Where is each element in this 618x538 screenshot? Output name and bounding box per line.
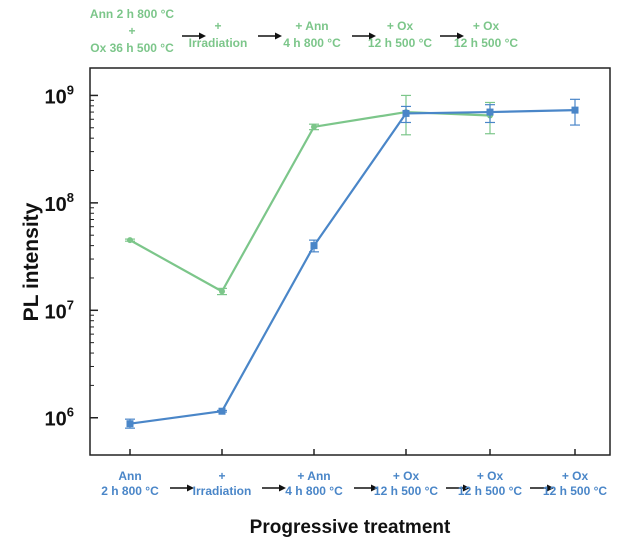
data-point [486, 108, 494, 116]
top-category-label: + [128, 24, 135, 38]
sequence-arrow-head [457, 32, 464, 40]
bottom-category-label: Ann [118, 469, 141, 483]
bottom-category-label: + [218, 469, 225, 483]
sequence-arrow-head [279, 484, 286, 492]
bottom-category-label: 12 h 500 °C [458, 484, 523, 498]
data-point [310, 242, 318, 250]
y-tick-label: 108 [45, 190, 74, 216]
sequence-arrow-head [547, 484, 554, 492]
data-point [219, 288, 225, 295]
y-tick-label: 106 [45, 405, 74, 431]
series-line [129, 110, 491, 293]
top-category-label: + Ox [473, 19, 500, 33]
y-axis-title: PL intensity [20, 202, 43, 321]
y-tick-exponent: 8 [67, 190, 74, 205]
bottom-category-label: 12 h 500 °C [374, 484, 439, 498]
data-point [218, 407, 226, 415]
data-point [126, 420, 134, 428]
y-tick-label: 109 [45, 82, 74, 108]
sequence-arrow-head [275, 32, 282, 40]
bottom-category-label: + Ox [393, 469, 420, 483]
top-category-label: + Ann [295, 19, 328, 33]
data-point [127, 237, 133, 244]
top-category-label: 4 h 800 °C [283, 36, 341, 50]
bottom-category-label: + Ox [477, 469, 504, 483]
sequence-arrow-head [371, 484, 378, 492]
data-point [311, 123, 317, 130]
top-category-label: Ox 36 h 500 °C [90, 41, 174, 55]
y-tick-base: 10 [45, 301, 67, 323]
top-category-label: + [214, 19, 221, 33]
bottom-category-label: 4 h 800 °C [285, 484, 343, 498]
plot-frame [89, 67, 611, 456]
series-layer [125, 94, 580, 429]
y-tick-label: 107 [45, 297, 74, 323]
bottom-category-label: 2 h 800 °C [101, 484, 159, 498]
top-category-label: Ann 2 h 800 °C [90, 7, 174, 21]
y-tick-exponent: 9 [67, 82, 74, 97]
y-tick-base: 10 [45, 86, 67, 108]
top-x-axis-labels: Ann 2 h 800 °C + Ox 36 h 500 °C + Irradiatio… [90, 7, 518, 55]
data-point [571, 106, 579, 114]
sequence-arrow-head [187, 484, 194, 492]
bottom-category-label: + Ann [297, 469, 330, 483]
y-tick-base: 10 [45, 409, 67, 431]
top-category-label: 12 h 500 °C [368, 36, 433, 50]
x-axis-title: Progressive treatment [250, 517, 451, 538]
series-line [129, 109, 576, 425]
bottom-category-label: Irradiation [193, 484, 252, 498]
y-tick-exponent: 6 [67, 405, 74, 420]
sequence-arrow-head [369, 32, 376, 40]
data-point [402, 109, 410, 117]
sequence-arrow-head [199, 32, 206, 40]
bottom-category-label: + Ox [562, 469, 589, 483]
y-tick-base: 10 [45, 194, 67, 216]
top-category-label: 12 h 500 °C [454, 36, 519, 50]
bottom-category-label: 12 h 500 °C [543, 484, 608, 498]
y-tick-exponent: 7 [67, 297, 74, 312]
top-category-label: + Ox [387, 19, 414, 33]
top-category-label: Irradiation [189, 36, 248, 50]
sequence-arrow-head [463, 484, 470, 492]
